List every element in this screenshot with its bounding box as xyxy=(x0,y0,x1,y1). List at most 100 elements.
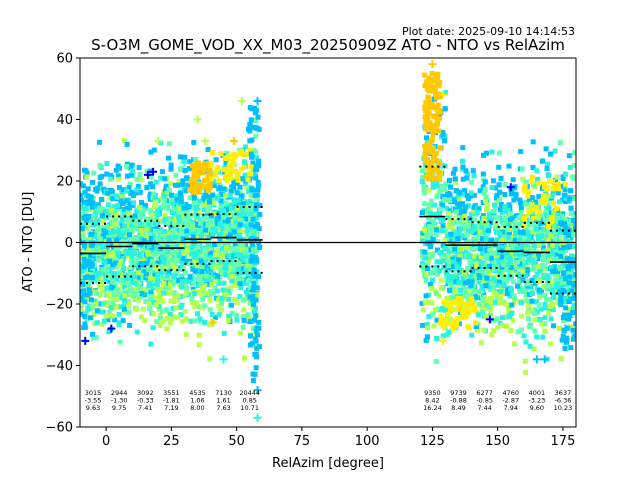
scatter-point xyxy=(105,302,111,308)
scatter-point xyxy=(498,202,504,207)
scatter-point xyxy=(449,274,455,280)
scatter-point xyxy=(456,321,462,327)
scatter-point xyxy=(154,281,160,287)
scatter-point xyxy=(437,188,443,194)
scatter-point xyxy=(480,184,486,190)
scatter-point xyxy=(481,215,487,221)
scatter-point xyxy=(511,341,517,347)
scatter-point xyxy=(183,202,189,207)
scatter-point xyxy=(496,150,502,156)
scatter-point xyxy=(421,187,427,193)
scatter-point xyxy=(468,220,474,226)
scatter-point xyxy=(483,198,488,204)
scatter-point xyxy=(551,210,557,216)
scatter-point xyxy=(80,203,85,209)
scatter-point xyxy=(469,263,475,269)
scatter-point xyxy=(549,243,555,248)
scatter-point xyxy=(167,290,173,296)
scatter-point xyxy=(91,312,97,318)
scatter-point xyxy=(121,306,127,312)
scatter-point xyxy=(550,307,556,312)
scatter-point xyxy=(94,335,99,341)
scatter-point xyxy=(253,133,259,139)
scatter-point xyxy=(526,205,532,210)
scatter-point xyxy=(100,267,106,273)
scatter-point xyxy=(542,275,548,280)
scatter-point xyxy=(451,197,457,203)
scatter-point xyxy=(429,253,435,259)
scatter-point xyxy=(84,170,90,176)
scatter-point xyxy=(428,211,433,217)
scatter-point xyxy=(197,218,203,224)
scatter-point xyxy=(505,267,511,273)
scatter-point xyxy=(198,234,204,239)
scatter-point xyxy=(138,227,144,233)
scatter-point xyxy=(185,182,191,188)
scatter-point xyxy=(495,237,501,243)
scatter-point xyxy=(469,296,475,302)
scatter-point xyxy=(166,216,172,222)
scatter-point xyxy=(164,307,170,313)
scatter-point xyxy=(187,258,193,264)
scatter-point xyxy=(530,212,536,218)
scatter-point xyxy=(148,208,154,214)
scatter-point xyxy=(185,217,190,223)
scatter-point xyxy=(457,190,463,196)
scatter-point xyxy=(493,221,499,227)
scatter-point xyxy=(536,180,542,186)
scatter-point xyxy=(462,188,467,194)
scatter-point xyxy=(423,126,429,132)
scatter-point xyxy=(119,280,125,286)
scatter-point xyxy=(245,151,251,157)
scatter-point xyxy=(436,268,442,274)
scatter-point xyxy=(189,221,195,227)
scatter-point xyxy=(427,98,433,103)
scatter-point xyxy=(554,206,560,212)
scatter-point xyxy=(530,165,536,170)
scatter-point xyxy=(465,196,471,202)
scatter-point xyxy=(461,214,467,220)
scatter-point xyxy=(428,226,434,232)
scatter-point xyxy=(219,208,225,214)
scatter-point xyxy=(535,256,541,262)
scatter-point xyxy=(139,291,145,296)
scatter-point xyxy=(477,274,483,280)
scatter-point xyxy=(149,244,155,250)
scatter-point xyxy=(98,276,104,282)
scatter-point xyxy=(430,277,435,283)
scatter-point xyxy=(422,72,428,78)
scatter-point xyxy=(553,277,559,283)
scatter-point xyxy=(440,323,446,329)
scatter-point xyxy=(553,229,559,235)
scatter-point xyxy=(222,217,228,223)
scatter-point xyxy=(557,230,563,236)
scatter-point xyxy=(106,275,112,281)
scatter-point xyxy=(556,199,562,205)
scatter-point xyxy=(483,283,489,289)
scatter-point xyxy=(434,117,440,123)
scatter-point xyxy=(204,194,210,200)
scatter-point xyxy=(146,301,152,306)
scatter-point xyxy=(440,242,446,248)
scatter-point xyxy=(194,263,200,268)
scatter-point xyxy=(111,246,117,252)
scatter-point xyxy=(556,325,562,331)
scatter-point xyxy=(558,140,563,146)
scatter-point xyxy=(517,233,523,239)
scatter-point xyxy=(523,339,529,345)
scatter-point xyxy=(458,287,463,293)
scatter-point xyxy=(172,212,178,218)
scatter-point xyxy=(497,299,503,305)
scatter-point xyxy=(114,245,119,251)
scatter-point xyxy=(419,264,425,270)
scatter-point xyxy=(172,206,178,212)
scatter-point xyxy=(126,205,132,211)
scatter-point xyxy=(181,205,187,211)
scatter-point xyxy=(215,195,221,201)
scatter-point xyxy=(441,320,447,326)
scatter-point xyxy=(190,234,196,240)
scatter-point xyxy=(468,190,474,196)
scatter-point xyxy=(113,217,119,223)
scatter-point xyxy=(534,334,540,340)
scatter-point xyxy=(180,236,186,242)
